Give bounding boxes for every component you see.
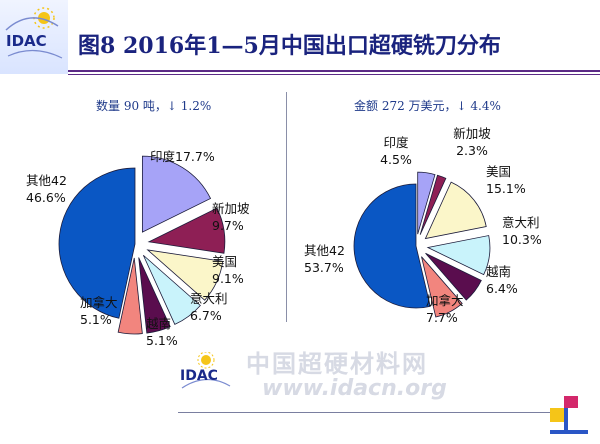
slice-label: 其他42 53.7% bbox=[304, 243, 345, 275]
header-divider bbox=[68, 70, 600, 72]
slice-label: 新加坡 2.3% bbox=[453, 126, 491, 158]
slice-label: 美国 15.1% bbox=[486, 164, 526, 196]
slice-label: 越南 5.1% bbox=[146, 316, 178, 348]
chart-title-quantity: 数量 90 吨，↓ 1.2% bbox=[96, 99, 212, 113]
slice-label: 意大利 10.3% bbox=[502, 215, 542, 247]
watermark-url: www.idacn.org bbox=[262, 376, 447, 401]
footer-divider bbox=[178, 412, 550, 413]
slice-label: 美国 9.1% bbox=[212, 254, 244, 286]
pie-slice bbox=[419, 174, 447, 235]
pie-slice bbox=[426, 235, 491, 276]
slice-label: 印度 4.5% bbox=[380, 135, 412, 167]
pie-slice bbox=[146, 249, 224, 301]
pie-labels-quantity: 印度17.7% 新加坡 9.7% 美国 9.1% 意大利 6.7% 越南 5.1% 加拿大 5.1%… bbox=[26, 149, 250, 348]
slice-label: 越南 6.4% bbox=[486, 264, 518, 296]
pie-slice bbox=[58, 167, 136, 319]
pie-chart-quantity bbox=[58, 155, 226, 335]
corner-decoration-icon bbox=[550, 396, 588, 434]
chart-title-amount: 金额 272 万美元，↓ 4.4% bbox=[354, 99, 501, 113]
page-title: 图8 2016年1—5月中国出口超硬铣刀分布 bbox=[78, 33, 501, 59]
pie-slice bbox=[142, 254, 201, 325]
pie-slice bbox=[425, 252, 482, 301]
slice-label: 印度17.7% bbox=[150, 149, 215, 164]
slice-label: 意大利 6.7% bbox=[190, 291, 228, 323]
pie-labels-amount: 印度 4.5% 新加坡 2.3% 美国 15.1% 意大利 10.3% 越南 6.4% 加拿大 7.7… bbox=[304, 126, 542, 325]
pie-chart-amount bbox=[353, 171, 491, 318]
pie-slice bbox=[424, 181, 487, 240]
logo-swirl-icon bbox=[5, 7, 63, 59]
pie-slice bbox=[138, 257, 171, 334]
footer-logo-icon bbox=[181, 352, 231, 389]
pie-slice bbox=[421, 256, 463, 318]
watermark-cn: 中国超硬材料网 bbox=[246, 350, 428, 378]
pie-slice bbox=[353, 183, 431, 309]
idac-logo: IDAC bbox=[0, 0, 68, 74]
slice-label: 加拿大 5.1% bbox=[80, 295, 118, 327]
slice-label: 其他42 46.6% bbox=[26, 173, 67, 205]
pie-slice bbox=[417, 171, 436, 235]
header-divider-thin bbox=[68, 74, 600, 75]
slice-label: 加拿大 7.7% bbox=[426, 293, 464, 325]
pie-slice bbox=[141, 155, 212, 233]
logo-text: IDAC bbox=[6, 32, 47, 50]
pie-slice bbox=[117, 257, 143, 335]
chart-divider bbox=[286, 92, 287, 322]
pie-slice bbox=[147, 207, 226, 254]
header: IDAC 图8 2016年1—5月中国出口超硬铣刀分布 bbox=[0, 0, 600, 75]
footer-logo-text: IDAC bbox=[180, 368, 218, 384]
slice-label: 新加坡 9.7% bbox=[212, 201, 250, 233]
